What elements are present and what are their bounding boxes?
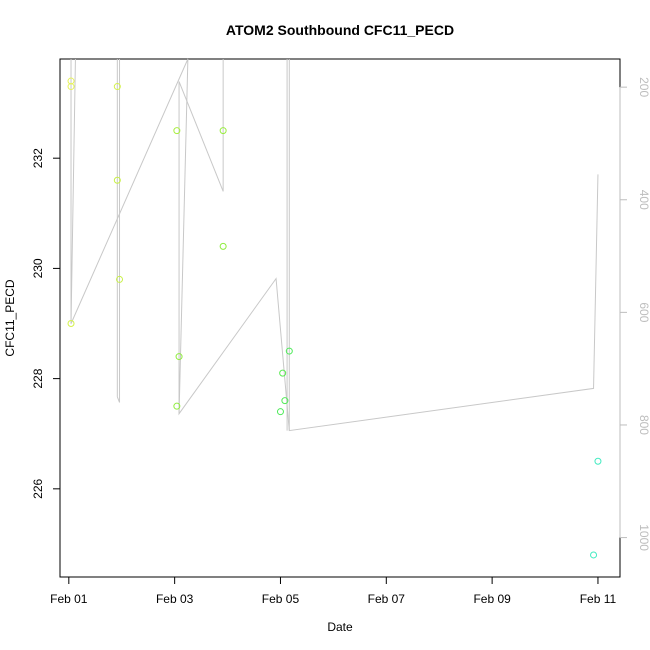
data-point bbox=[173, 127, 181, 135]
data-point bbox=[113, 176, 121, 184]
x-tick-label: Feb 09 bbox=[473, 592, 511, 606]
x-tick-label: Feb 01 bbox=[50, 592, 88, 606]
series-line bbox=[70, 58, 599, 432]
y-tick-label: 226 bbox=[31, 478, 45, 498]
data-point bbox=[285, 347, 293, 355]
data-point bbox=[281, 397, 289, 405]
data-point bbox=[116, 275, 124, 283]
y-tick-label: 230 bbox=[31, 258, 45, 278]
data-point bbox=[279, 369, 287, 377]
data-point bbox=[219, 242, 227, 250]
x-tick-label: Feb 03 bbox=[156, 592, 194, 606]
lines-layer bbox=[70, 58, 599, 432]
x-axis-label: Date bbox=[327, 620, 353, 634]
x-axis: Feb 01 Feb 03 Feb 05 Feb 07 Feb 09 Feb 11 bbox=[50, 576, 617, 606]
y2-tick-label: 1000 bbox=[637, 524, 650, 551]
series-line-segment bbox=[116, 396, 120, 403]
data-point bbox=[594, 457, 602, 465]
data-point bbox=[219, 127, 227, 135]
x-tick-label: Feb 07 bbox=[368, 592, 406, 606]
plot-frame bbox=[59, 58, 621, 578]
x-tick-label: Feb 05 bbox=[262, 592, 300, 606]
y-axis: 226 228 230 232 bbox=[31, 148, 61, 499]
data-point bbox=[113, 83, 121, 91]
x-tick-label: Feb 11 bbox=[580, 592, 617, 606]
data-point bbox=[276, 408, 284, 416]
y-tick-label: 228 bbox=[31, 368, 45, 388]
data-point bbox=[67, 320, 75, 328]
y2-tick-label: 200 bbox=[637, 77, 650, 97]
y-axis-label: CFC11_PECD bbox=[3, 279, 17, 356]
chart-title: ATOM2 Southbound CFC11_PECD bbox=[226, 22, 454, 38]
y2-axis: 200 400 600 800 1000 bbox=[619, 77, 650, 551]
y2-tick-label: 800 bbox=[637, 415, 650, 435]
y2-tick-label: 600 bbox=[637, 302, 650, 322]
data-point bbox=[175, 353, 183, 361]
points-layer bbox=[67, 77, 602, 559]
data-point bbox=[173, 402, 181, 410]
data-point bbox=[67, 83, 75, 91]
data-point bbox=[590, 551, 598, 559]
y2-tick-label: 400 bbox=[637, 190, 650, 210]
series-line-segment bbox=[178, 81, 224, 192]
y-tick-label: 232 bbox=[31, 148, 45, 168]
